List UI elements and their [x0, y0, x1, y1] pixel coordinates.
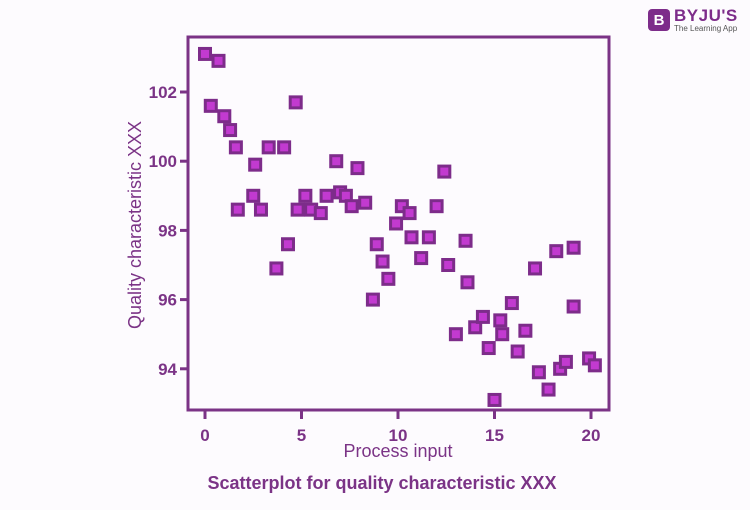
- brand-logo: B BYJU'S The Learning App: [648, 7, 738, 33]
- data-point: [566, 299, 581, 314]
- x-tick-label: 20: [582, 426, 601, 445]
- data-point: [375, 254, 390, 269]
- data-point: [541, 382, 556, 397]
- y-tick-label: 102: [149, 83, 177, 102]
- data-point: [248, 157, 263, 172]
- data-point: [437, 164, 452, 179]
- y-axis-ticks: 94 96 98 100 102: [149, 83, 188, 379]
- data-point: [402, 206, 417, 221]
- chart-title: Scatterplot for quality characteristic X…: [207, 473, 556, 493]
- data-point: [298, 188, 313, 203]
- brand-tagline: The Learning App: [674, 24, 738, 33]
- x-axis-label: Process input: [343, 441, 452, 461]
- x-tick-label: 15: [485, 426, 504, 445]
- data-point: [448, 327, 463, 342]
- data-point: [261, 140, 276, 155]
- y-tick-label: 96: [158, 291, 177, 310]
- data-point: [350, 161, 365, 176]
- data-point: [549, 244, 564, 259]
- data-point: [531, 365, 546, 380]
- data-point: [460, 275, 475, 290]
- data-point: [468, 320, 483, 335]
- logo-badge-icon: B: [648, 9, 670, 31]
- y-tick-label: 98: [158, 221, 177, 240]
- data-point: [269, 261, 284, 276]
- data-point: [389, 216, 404, 231]
- x-axis-ticks: 0 5 10 15 20: [200, 411, 600, 445]
- data-point: [277, 140, 292, 155]
- data-point: [504, 296, 519, 311]
- data-points: [198, 46, 602, 407]
- data-point: [510, 344, 525, 359]
- data-point: [246, 188, 261, 203]
- y-tick-label: 94: [158, 360, 177, 379]
- data-point: [518, 323, 533, 338]
- data-point: [198, 46, 212, 61]
- data-point: [369, 237, 384, 252]
- data-point: [404, 230, 419, 245]
- x-tick-label: 5: [297, 426, 306, 445]
- data-point: [587, 358, 602, 373]
- data-point: [223, 123, 238, 138]
- data-point: [528, 261, 543, 276]
- data-point: [211, 53, 226, 68]
- data-point: [566, 240, 581, 255]
- data-point: [344, 199, 359, 214]
- data-point: [414, 251, 429, 266]
- data-point: [253, 202, 268, 217]
- data-point: [558, 354, 573, 369]
- data-point: [228, 140, 243, 155]
- data-point: [319, 188, 334, 203]
- data-point: [381, 271, 396, 286]
- x-tick-label: 0: [200, 426, 209, 445]
- data-point: [421, 230, 436, 245]
- data-point: [495, 327, 510, 342]
- y-axis-label: Quality characteristic XXX: [125, 121, 145, 329]
- brand-name: BYJU'S: [674, 6, 738, 25]
- data-point: [458, 233, 473, 248]
- x-tick-label: 10: [389, 426, 408, 445]
- data-point: [329, 154, 344, 169]
- data-point: [203, 98, 218, 113]
- data-point: [429, 199, 444, 214]
- data-point: [288, 95, 303, 110]
- data-point: [280, 237, 295, 252]
- data-point: [481, 341, 496, 356]
- data-point: [313, 206, 328, 221]
- data-point: [475, 309, 490, 324]
- data-point: [441, 258, 456, 272]
- data-point: [493, 313, 508, 328]
- data-point: [217, 109, 232, 124]
- data-point: [487, 392, 502, 407]
- y-tick-label: 100: [149, 152, 177, 171]
- data-point: [365, 292, 380, 307]
- plot-frame: [186, 35, 611, 412]
- data-point: [290, 202, 305, 217]
- data-point: [230, 202, 245, 217]
- data-point: [358, 195, 373, 210]
